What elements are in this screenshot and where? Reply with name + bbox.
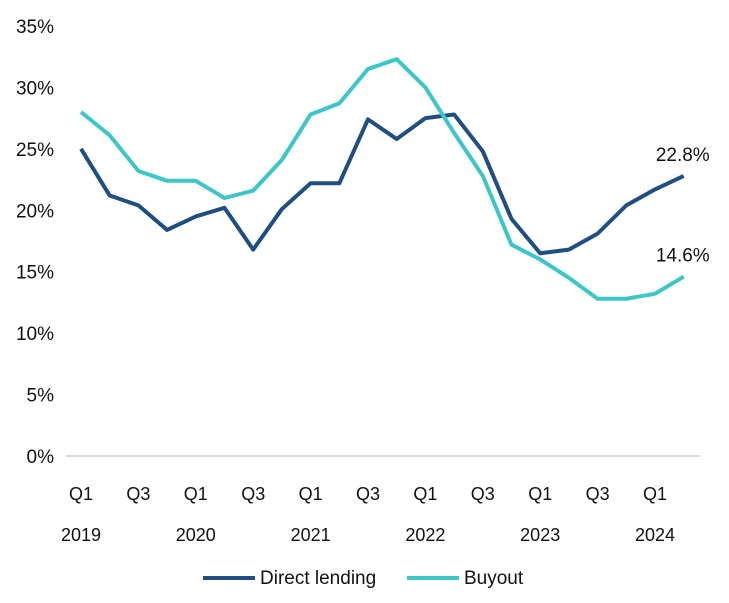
y-tick-label: 15%	[16, 263, 54, 284]
x-tick-quarter: Q3	[241, 484, 265, 504]
x-tick-quarter: Q1	[299, 484, 323, 504]
x-tick-quarter: Q3	[471, 484, 495, 504]
x-tick-year: 2024	[635, 525, 675, 545]
y-tick-label: 30%	[16, 78, 54, 99]
y-tick-label: 25%	[16, 140, 54, 161]
x-tick-quarter: Q3	[126, 484, 150, 504]
x-tick-year: 2020	[176, 525, 216, 545]
y-tick-label: 20%	[16, 201, 54, 222]
x-tick-year: 2022	[405, 525, 445, 545]
end-data-label: 14.6%	[656, 246, 710, 267]
x-tick-year: 2021	[291, 525, 331, 545]
x-tick-year: 2019	[61, 525, 101, 545]
end-data-label: 22.8%	[656, 145, 710, 166]
series-line-buyout	[79, 57, 685, 301]
x-tick-quarter: Q1	[69, 484, 93, 504]
x-tick-quarter: Q1	[413, 484, 437, 504]
x-tick-year: 2023	[520, 525, 560, 545]
x-tick-quarter: Q1	[184, 484, 208, 504]
x-tick-quarter: Q1	[643, 484, 667, 504]
y-tick-label: 0%	[27, 447, 55, 468]
legend-label: Buyout	[464, 568, 524, 589]
x-tick-quarter: Q3	[586, 484, 610, 504]
legend-label: Direct lending	[260, 568, 376, 589]
x-tick-quarter: Q1	[528, 484, 552, 504]
series-line-direct-lending	[79, 112, 685, 256]
y-tick-label: 35%	[16, 17, 54, 38]
y-tick-label: 10%	[16, 324, 54, 345]
y-tick-label: 5%	[27, 386, 55, 407]
x-tick-quarter: Q3	[356, 484, 380, 504]
